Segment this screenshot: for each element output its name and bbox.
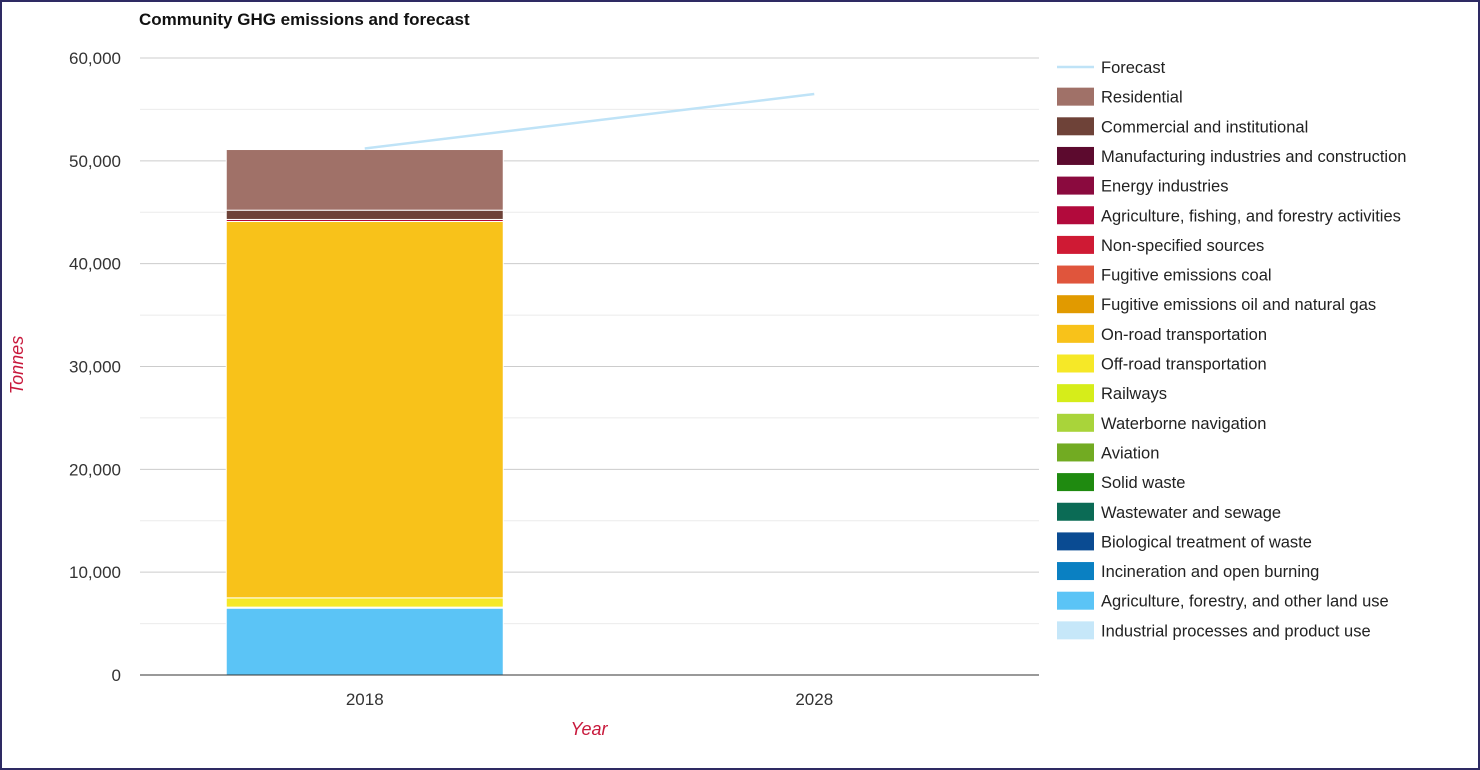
legend-swatch xyxy=(1057,443,1094,462)
legend-swatch xyxy=(1057,532,1094,551)
legend-item: Off-road transportation xyxy=(1057,354,1267,374)
legend-item: Forecast xyxy=(1057,59,1166,77)
legend-label: Fugitive emissions oil and natural gas xyxy=(1101,296,1376,314)
legend-item: Fugitive emissions oil and natural gas xyxy=(1057,295,1376,314)
legend-item: Aviation xyxy=(1057,443,1159,462)
legend-swatch xyxy=(1057,413,1094,432)
bar-segment xyxy=(225,209,504,220)
bar-segment xyxy=(225,149,504,211)
legend-label: Agriculture, fishing, and forestry activ… xyxy=(1101,207,1401,225)
legend-label: Commercial and institutional xyxy=(1101,118,1308,136)
legend-label: Solid waste xyxy=(1101,474,1185,492)
legend-swatch xyxy=(1057,354,1094,373)
legend-label: Industrial processes and product use xyxy=(1101,622,1371,640)
legend-swatch xyxy=(1057,384,1094,403)
y-tick-label: 10,000 xyxy=(69,563,121,582)
bar-segment xyxy=(225,597,504,608)
legend-swatch xyxy=(1057,87,1094,106)
legend-swatch xyxy=(1057,176,1094,195)
x-tick-label: 2028 xyxy=(795,690,833,709)
legend-swatch xyxy=(1057,206,1094,225)
legend-label: On-road transportation xyxy=(1101,326,1267,344)
legend-label: Incineration and open burning xyxy=(1101,563,1319,581)
legend-item: Energy industries xyxy=(1057,176,1228,196)
legend-label: Railways xyxy=(1101,385,1167,403)
legend-label: Non-specified sources xyxy=(1101,237,1264,255)
legend-item: Solid waste xyxy=(1057,473,1185,492)
y-axis: 0 10,000 20,000 30,000 40,000 50,000 60,000 xyxy=(69,49,121,685)
legend-item: Commercial and institutional xyxy=(1057,117,1308,136)
legend-item: Industrial processes and product use xyxy=(1057,621,1371,640)
legend-item: Manufacturing industries and constructio… xyxy=(1057,146,1406,166)
y-tick-label: 60,000 xyxy=(69,49,121,68)
legend: Forecast Residential Commercial and instit… xyxy=(1057,59,1406,640)
legend-swatch xyxy=(1057,621,1094,640)
legend-label: Manufacturing industries and constructio… xyxy=(1101,148,1406,166)
legend-label: Biological treatment of waste xyxy=(1101,533,1312,551)
y-tick-label: 30,000 xyxy=(69,358,121,377)
chart-title: Community GHG emissions and forecast xyxy=(139,10,470,29)
legend-item: Waterborne navigation xyxy=(1057,413,1266,433)
bars xyxy=(225,149,504,676)
legend-item: Agriculture, fishing, and forestry activ… xyxy=(1057,206,1401,225)
legend-swatch xyxy=(1057,295,1094,314)
legend-swatch xyxy=(1057,562,1094,581)
legend-item: Fugitive emissions coal xyxy=(1057,265,1272,285)
legend-label: Fugitive emissions coal xyxy=(1101,267,1272,285)
legend-item: Railways xyxy=(1057,384,1167,403)
legend-item: Agriculture, forestry, and other land us… xyxy=(1057,591,1389,611)
forecast-line xyxy=(364,92,815,150)
legend-item: Biological treatment of waste xyxy=(1057,532,1312,551)
legend-item: Wastewater and sewage xyxy=(1057,502,1281,522)
legend-label: Energy industries xyxy=(1101,178,1228,196)
legend-swatch xyxy=(1057,324,1094,343)
y-tick-label: 20,000 xyxy=(69,460,121,479)
forecast-series xyxy=(364,92,815,150)
legend-label: Aviation xyxy=(1101,444,1159,462)
legend-label: Off-road transportation xyxy=(1101,356,1267,374)
legend-item: On-road transportation xyxy=(1057,324,1267,344)
legend-label: Agriculture, forestry, and other land us… xyxy=(1101,593,1389,611)
x-tick-label: 2018 xyxy=(346,690,384,709)
legend-item: Non-specified sources xyxy=(1057,235,1264,255)
legend-swatch xyxy=(1057,146,1094,165)
bar-segment xyxy=(225,221,504,599)
y-axis-title: Tonnes xyxy=(7,336,27,394)
legend-swatch xyxy=(1057,265,1094,284)
bar-segment xyxy=(225,607,504,676)
x-axis: 2018 2028 xyxy=(346,690,833,709)
x-axis-title: Year xyxy=(570,719,608,739)
legend-swatch xyxy=(1057,117,1094,136)
legend-swatch xyxy=(1057,591,1094,610)
legend-swatch xyxy=(1057,235,1094,254)
legend-label: Forecast xyxy=(1101,59,1166,77)
y-tick-label: 0 xyxy=(112,666,121,685)
legend-label: Residential xyxy=(1101,89,1183,107)
legend-item: Residential xyxy=(1057,87,1183,107)
y-tick-label: 40,000 xyxy=(69,255,121,274)
legend-swatch xyxy=(1057,502,1094,521)
legend-swatch xyxy=(1057,473,1094,492)
y-tick-label: 50,000 xyxy=(69,152,121,171)
legend-label: Wastewater and sewage xyxy=(1101,504,1281,522)
legend-item: Incineration and open burning xyxy=(1057,562,1319,581)
legend-label: Waterborne navigation xyxy=(1101,415,1266,433)
